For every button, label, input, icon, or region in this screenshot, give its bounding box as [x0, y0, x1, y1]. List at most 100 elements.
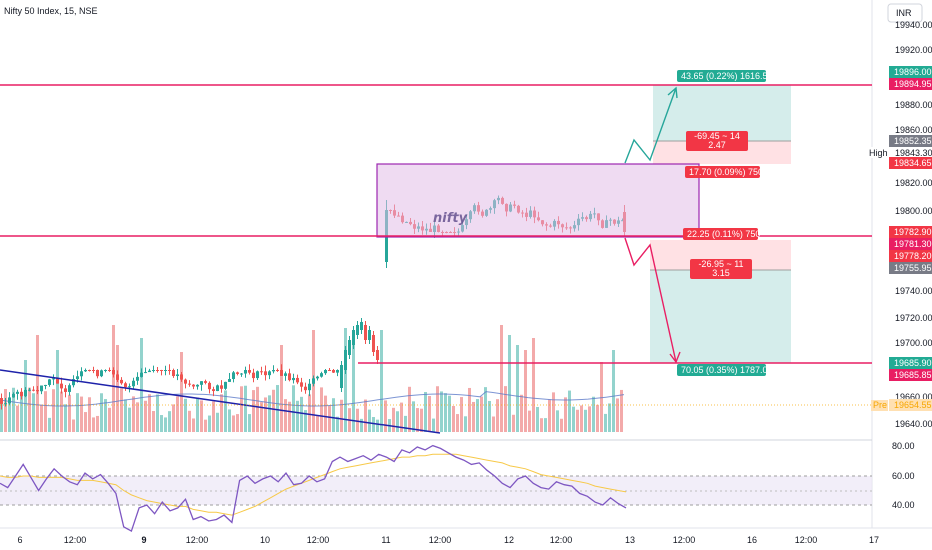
candle-body — [72, 379, 75, 386]
volume-bar — [156, 394, 159, 432]
volume-bar — [608, 403, 611, 432]
candle-body — [56, 378, 59, 384]
volume-bars — [0, 325, 623, 432]
price-label-tag — [889, 238, 932, 250]
candle-body — [208, 382, 211, 390]
volume-bar — [308, 394, 311, 432]
long-position[interactable] — [653, 85, 791, 164]
volume-bar — [132, 396, 135, 432]
volume-bar — [296, 400, 299, 432]
candle-body — [176, 374, 179, 377]
volume-bar — [336, 416, 339, 432]
volume-bar — [180, 352, 183, 432]
volume-bar — [532, 338, 535, 432]
candle-body — [192, 384, 195, 387]
price-tick-label: 19800.00 — [895, 206, 932, 216]
volume-bar — [524, 350, 527, 432]
price-tick-label: 19640.00 — [895, 419, 932, 429]
candle-body — [48, 379, 51, 385]
candle-body — [284, 373, 287, 376]
candle-body — [184, 379, 187, 384]
volume-bar — [528, 410, 531, 432]
time-tick-label: 12:00 — [795, 535, 818, 545]
volume-bar — [84, 412, 87, 432]
volume-bar — [264, 397, 267, 432]
volume-bar — [324, 395, 327, 432]
svg-text:High: High — [869, 148, 888, 158]
price-label-text: 19778.20 — [894, 251, 932, 261]
currency-button[interactable]: INR — [887, 3, 923, 23]
candle-body — [20, 391, 23, 397]
volume-bar — [368, 409, 371, 432]
volume-bar — [380, 330, 383, 432]
volume-bar — [332, 398, 335, 432]
volume-bar — [508, 335, 511, 432]
volume-bar — [100, 393, 103, 432]
price-tick-label: 19820.00 — [895, 178, 932, 188]
candle-body — [276, 370, 279, 371]
candle-body — [168, 370, 171, 371]
volume-bar — [212, 401, 215, 432]
candle-body — [204, 381, 207, 383]
volume-bar — [544, 418, 547, 432]
price-label-text: 19896.00 — [894, 67, 932, 77]
volume-bar — [292, 385, 295, 432]
bull-projection-arrow — [624, 87, 677, 164]
volume-bar — [360, 418, 363, 432]
candle-body — [360, 322, 363, 330]
price-label-tag — [889, 226, 932, 238]
volume-bar — [604, 413, 607, 432]
volume-bar — [184, 398, 187, 432]
svg-text:22.25 (0.11%) 750: 22.25 (0.11%) 750 — [687, 229, 760, 239]
candle-body — [40, 385, 43, 392]
volume-bar — [616, 398, 619, 432]
time-axis[interactable]: 6 12:00 9 12:00 10 12:00 11 12:00 12 12:00 13 12:00… — [17, 535, 879, 545]
short-target-tag: 70.05 (0.35%) 1787.08 — [677, 364, 773, 376]
candle-body — [256, 371, 259, 379]
volume-bar — [216, 412, 219, 432]
candle-body — [164, 370, 167, 371]
volume-bar — [300, 396, 303, 432]
volume-bar — [516, 345, 519, 432]
long-entry-tag: 17.70 (0.09%) 750 — [685, 166, 763, 178]
range-box[interactable] — [376, 163, 700, 238]
volume-bar — [92, 417, 95, 432]
candle-body — [316, 376, 319, 379]
candle-body — [236, 372, 239, 374]
candle-body — [104, 370, 107, 371]
trend-line[interactable] — [0, 369, 441, 434]
volume-bar — [124, 399, 127, 432]
volume-bar — [472, 401, 475, 432]
volume-bar — [164, 417, 167, 432]
time-tick-label: 12:00 — [186, 535, 209, 545]
candle-body — [144, 372, 147, 374]
volume-bar — [356, 408, 359, 432]
candle-body — [16, 391, 19, 394]
volume-bar — [600, 362, 603, 432]
volume-bar — [504, 386, 507, 432]
price-labels: 19896.00 19894.95 19852.35 19834.65 19782.90… — [889, 66, 932, 411]
volume-bar — [176, 396, 179, 432]
currency-label: INR — [896, 8, 912, 18]
volume-bar — [520, 394, 523, 432]
candle-body — [272, 370, 275, 372]
candle-body — [364, 325, 367, 340]
volume-bar — [484, 387, 487, 432]
price-label-tag — [889, 369, 932, 381]
candle-body — [152, 370, 155, 371]
volume-bar — [244, 385, 247, 432]
volume-bar — [168, 411, 171, 432]
price-axis[interactable]: 19940.00 19920.00 19880.00 19860.00 19843.30… — [895, 20, 932, 429]
volume-bar — [52, 389, 55, 432]
volume-bar — [188, 410, 191, 432]
price-label-text: 19782.90 — [894, 227, 932, 237]
candle-body — [200, 381, 203, 385]
volume-bar — [288, 401, 291, 432]
candle-body — [268, 371, 271, 376]
candle-body — [340, 365, 343, 388]
volume-bar — [364, 399, 367, 432]
time-tick-label: 11 — [381, 535, 390, 545]
volume-bar — [556, 410, 559, 432]
